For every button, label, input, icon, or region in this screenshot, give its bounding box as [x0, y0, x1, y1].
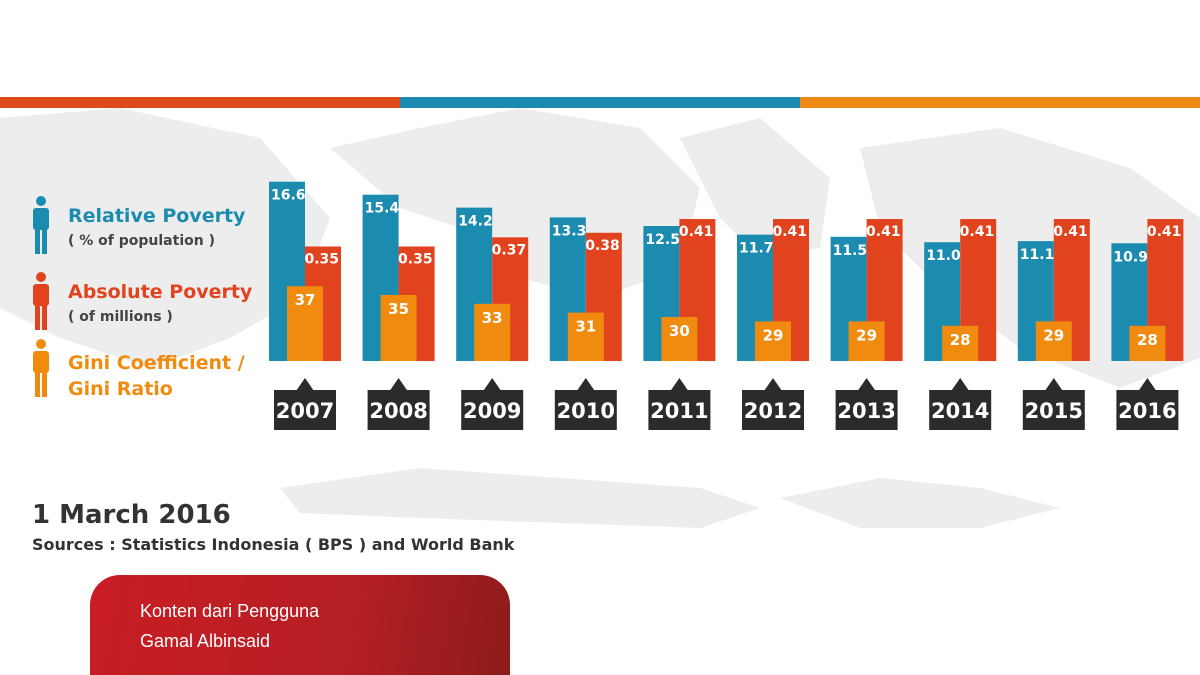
absolute-poverty-label: 0.38 [585, 238, 620, 254]
year-label: 2014 [931, 399, 989, 423]
year-box [1116, 390, 1179, 430]
year-box [367, 390, 430, 430]
year-box [742, 390, 804, 430]
year-label: 2012 [744, 399, 802, 423]
gini-bar [942, 325, 979, 361]
gini-label: 29 [763, 326, 784, 344]
year-label: 2015 [1025, 399, 1083, 423]
year-pointer [1138, 378, 1157, 391]
gini-label: 29 [1043, 326, 1064, 344]
year-pointer [670, 378, 689, 391]
gini-label: 28 [1137, 331, 1158, 349]
gini-label: 35 [388, 300, 409, 318]
legend-label-line2: Gini Ratio [68, 378, 173, 400]
absolute-poverty-label: 0.35 [304, 252, 339, 268]
year-box [648, 390, 711, 430]
year-pointer [389, 378, 408, 391]
absolute-poverty-label: 0.41 [1053, 224, 1088, 240]
absolute-poverty-label: 0.41 [772, 224, 807, 240]
year-pointer [576, 378, 595, 391]
year-label: 2010 [557, 399, 615, 423]
relative-poverty-label: 16.6 [271, 188, 306, 204]
chart-sources: Sources : Statistics Indonesia ( BPS ) a… [32, 535, 515, 554]
year-label: 2013 [837, 399, 895, 423]
top-color-bar [0, 97, 1200, 108]
gini-label: 29 [856, 326, 877, 344]
absolute-poverty-label: 0.41 [960, 224, 995, 240]
gini-label: 31 [575, 318, 596, 336]
year-pointer [483, 378, 502, 391]
year-pointer [764, 378, 782, 391]
year-box [554, 390, 617, 430]
year-pointer [1044, 378, 1063, 391]
legend-label: Relative Poverty [68, 205, 246, 227]
year-label: 2011 [650, 399, 708, 423]
user-content-badge: Konten dari Pengguna Gamal Albinsaid [90, 575, 510, 675]
relative-poverty-label: 11.5 [833, 243, 868, 259]
absolute-poverty-label: 0.35 [398, 252, 433, 268]
relative-poverty-label: 11.0 [926, 248, 961, 264]
gini-bar [755, 321, 791, 361]
legend-sublabel: ( % of population ) [68, 233, 215, 249]
year-pointer [951, 378, 970, 391]
relative-poverty-label: 11.7 [739, 241, 774, 257]
gini-bar [848, 321, 885, 361]
year-box [929, 390, 992, 430]
badge-author: Gamal Albinsaid [140, 631, 271, 651]
year-label: 2009 [463, 399, 521, 423]
legend-label: Gini Coefficient / [68, 352, 245, 374]
relative-poverty-label: 11.1 [1020, 247, 1055, 263]
gini-bar [380, 295, 417, 361]
relative-poverty-label: 12.5 [645, 232, 680, 248]
person-icon [33, 339, 49, 397]
absolute-poverty-label: 0.37 [492, 242, 527, 258]
legend-label: Absolute Poverty [68, 281, 253, 303]
year-label: 2007 [276, 399, 334, 423]
absolute-poverty-label: 0.41 [1147, 224, 1182, 240]
gini-bar [567, 312, 604, 361]
badge-label: Konten dari Pengguna [140, 601, 320, 621]
year-box [461, 390, 524, 430]
year-label: 2016 [1118, 399, 1176, 423]
year-pointer [857, 378, 876, 391]
gini-label: 28 [950, 331, 971, 349]
year-box [1022, 390, 1085, 430]
gini-label: 33 [482, 309, 503, 327]
year-pointer [296, 378, 314, 391]
relative-poverty-label: 13.3 [552, 223, 587, 239]
legend-sublabel: ( of millions ) [68, 309, 173, 325]
year-label: 2008 [369, 399, 427, 423]
top-bar-segment-amber [800, 97, 1200, 108]
absolute-poverty-label: 0.41 [679, 224, 714, 240]
top-bar-segment-blue [400, 97, 800, 108]
relative-poverty-label: 15.4 [365, 201, 400, 217]
gini-label: 30 [669, 322, 690, 340]
gini-bar [661, 317, 698, 361]
person-icon [33, 196, 49, 254]
year-box [274, 390, 336, 430]
year-box [835, 390, 898, 430]
relative-poverty-label: 10.9 [1113, 249, 1148, 265]
chart-date: 1 March 2016 [32, 500, 231, 530]
gini-bar [1035, 321, 1072, 361]
gini-bar [1129, 325, 1166, 361]
gini-bar [474, 303, 511, 361]
relative-poverty-label: 14.2 [458, 214, 493, 230]
absolute-poverty-label: 0.41 [866, 224, 901, 240]
gini-bar [287, 286, 323, 361]
gini-label: 37 [295, 291, 316, 309]
top-bar-segment-orange [0, 97, 400, 108]
person-icon [33, 272, 49, 330]
